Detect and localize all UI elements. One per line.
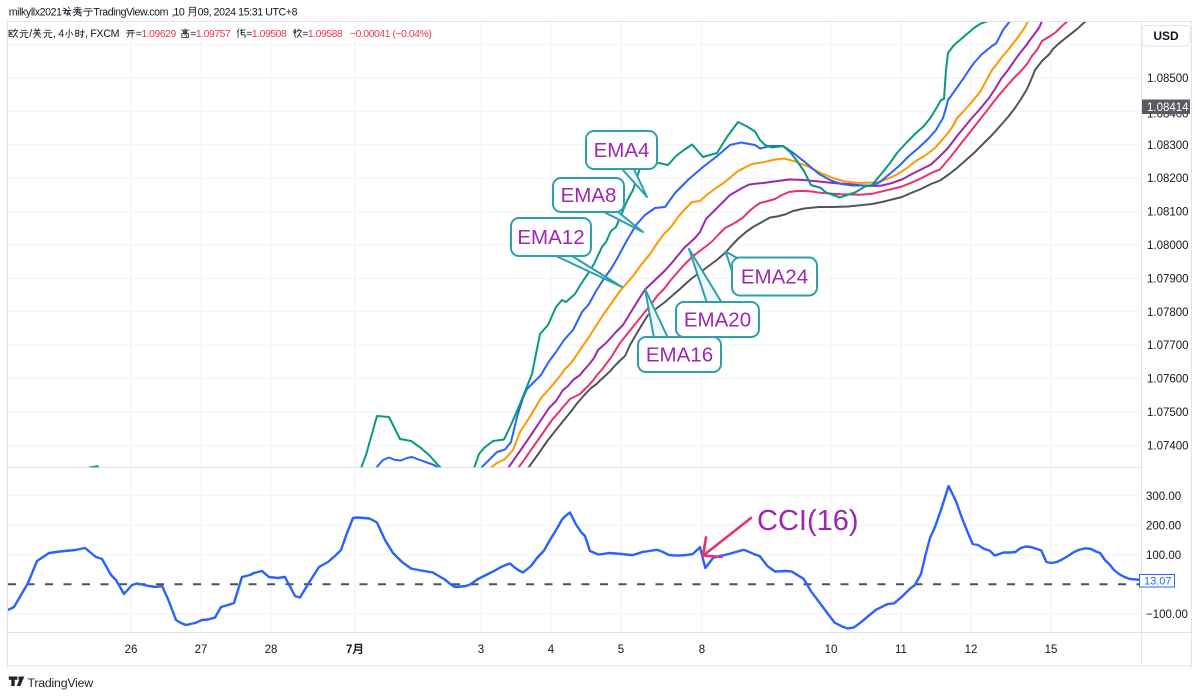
svg-text:200.00: 200.00: [1146, 520, 1181, 532]
svg-text:1.08500: 1.08500: [1147, 73, 1189, 85]
svg-text:USD: USD: [1153, 29, 1179, 43]
svg-text:1.09629: 1.09629: [141, 29, 176, 40]
svg-text:26: 26: [125, 644, 138, 656]
svg-text:27: 27: [195, 644, 208, 656]
svg-text:28: 28: [265, 644, 278, 656]
svg-text:1.08100: 1.08100: [1147, 207, 1189, 219]
svg-text:EMA24: EMA24: [741, 266, 808, 289]
svg-text:=: =: [246, 29, 252, 40]
svg-text:milkyllx2021: milkyllx2021: [9, 7, 62, 19]
svg-text:13.07: 13.07: [1144, 576, 1172, 588]
svg-text:TradingView.com: TradingView.com: [93, 7, 168, 19]
svg-text:1.09588: 1.09588: [308, 29, 343, 40]
svg-text:1.07700: 1.07700: [1147, 340, 1189, 352]
svg-text:09, 2024 15:31 UTC+8: 09, 2024 15:31 UTC+8: [198, 7, 298, 19]
svg-text:/: /: [29, 28, 32, 40]
svg-text:−100.00: −100.00: [1146, 609, 1188, 621]
svg-text:, 4: , 4: [53, 28, 64, 40]
svg-text:1.08414: 1.08414: [1147, 102, 1189, 114]
svg-text:5: 5: [618, 644, 624, 656]
svg-text:1.07900: 1.07900: [1147, 273, 1189, 285]
svg-text:1.09508: 1.09508: [252, 29, 287, 40]
svg-text:8: 8: [699, 644, 705, 656]
svg-text:7月: 7月: [346, 643, 364, 656]
svg-text:15: 15: [1045, 644, 1058, 656]
svg-text:10: 10: [825, 644, 838, 656]
svg-text:1.07800: 1.07800: [1147, 307, 1189, 319]
svg-text:EMA20: EMA20: [684, 309, 751, 332]
svg-text:1.07500: 1.07500: [1147, 407, 1189, 419]
svg-text:1.08200: 1.08200: [1147, 173, 1189, 185]
svg-text:EMA8: EMA8: [561, 184, 617, 207]
svg-text:1.09757: 1.09757: [196, 29, 231, 40]
svg-text:10: 10: [173, 7, 184, 19]
svg-text:11: 11: [895, 644, 907, 656]
svg-text:1.07400: 1.07400: [1147, 440, 1189, 452]
svg-text:=: =: [136, 29, 142, 40]
svg-text:4: 4: [548, 644, 555, 656]
svg-text:EMA4: EMA4: [594, 139, 650, 162]
svg-text:=: =: [190, 29, 196, 40]
svg-text:−0.00041 (−0.04%): −0.00041 (−0.04%): [350, 29, 431, 40]
svg-text:3: 3: [478, 644, 484, 656]
svg-text:=: =: [302, 29, 308, 40]
svg-text:TradingView: TradingView: [28, 676, 94, 690]
svg-text:, FXCM: , FXCM: [85, 28, 119, 40]
svg-text:1.07600: 1.07600: [1147, 374, 1189, 386]
svg-text:1.08000: 1.08000: [1147, 240, 1189, 252]
svg-text:100.00: 100.00: [1146, 550, 1181, 562]
svg-text:CCI(16): CCI(16): [757, 505, 859, 537]
svg-text:300.00: 300.00: [1146, 491, 1181, 503]
svg-text:1.08300: 1.08300: [1147, 140, 1189, 152]
svg-text:EMA16: EMA16: [646, 344, 713, 367]
svg-text:12: 12: [965, 644, 978, 656]
svg-text:EMA12: EMA12: [517, 226, 584, 249]
